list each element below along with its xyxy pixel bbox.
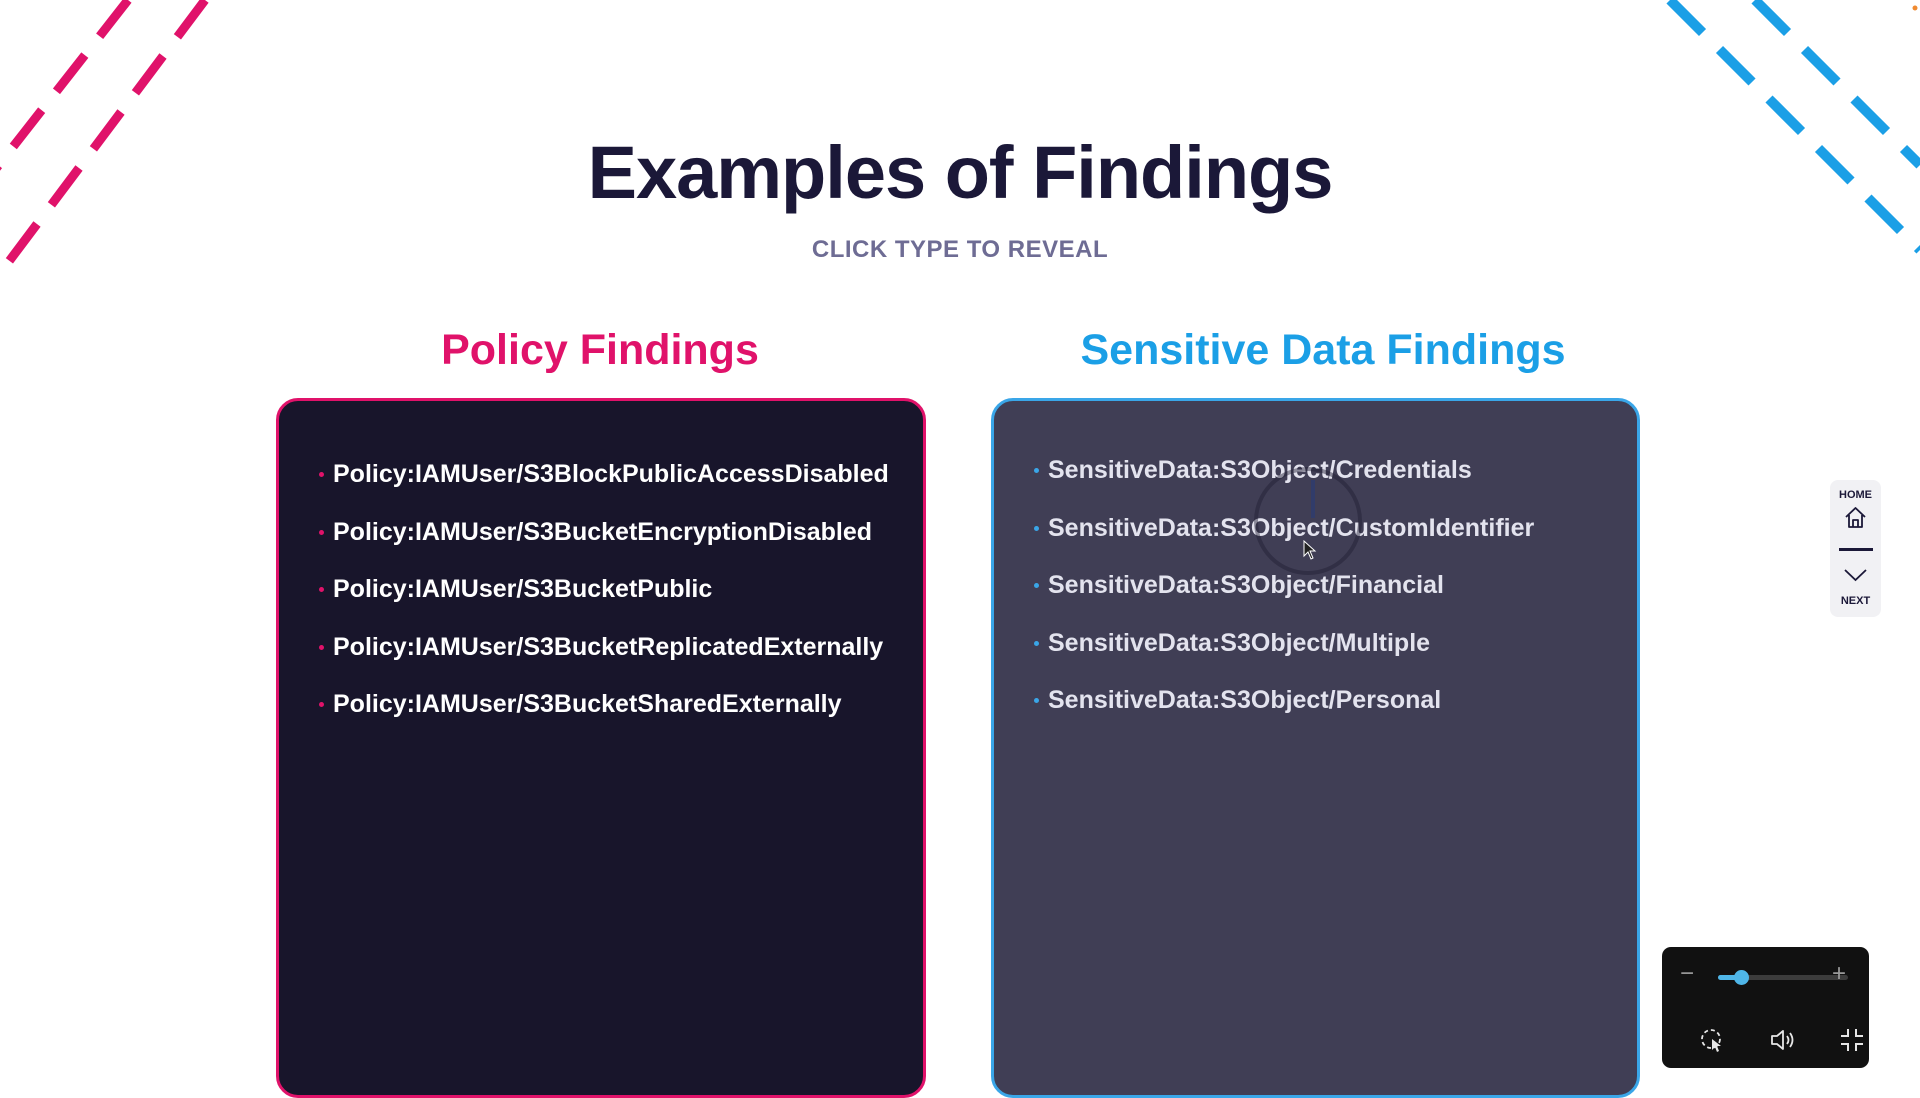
list-item: SensitiveData:S3Object/Credentials xyxy=(1034,455,1637,513)
chevron-down-icon[interactable] xyxy=(1843,565,1868,585)
policy-findings-list: Policy:IAMUser/S3BlockPublicAccessDisabl… xyxy=(319,459,923,747)
finding-label: SensitiveData:S3Object/Personal xyxy=(1048,686,1442,714)
finding-label: SensitiveData:S3Object/Credentials xyxy=(1048,456,1472,484)
sensitive-data-findings-heading[interactable]: Sensitive Data Findings xyxy=(1080,326,1566,374)
home-icon[interactable] xyxy=(1843,505,1868,530)
next-label[interactable]: NEXT xyxy=(1840,595,1871,607)
zoom-slider[interactable] xyxy=(1718,970,1848,985)
finding-label: Policy:IAMUser/S3BucketReplicatedExterna… xyxy=(333,632,884,661)
bullet-icon xyxy=(1034,640,1039,646)
finding-label: SensitiveData:S3Object/Multiple xyxy=(1048,628,1431,657)
finding-label: Policy:IAMUser/S3BucketSharedExternally xyxy=(333,690,842,718)
mouse-cursor-icon xyxy=(1303,540,1317,560)
page-subtitle: CLICK TYPE TO REVEAL xyxy=(811,236,1109,263)
bullet-icon xyxy=(1034,468,1039,473)
bullet-icon xyxy=(319,644,324,650)
bullet-icon xyxy=(319,702,324,707)
bullet-icon xyxy=(319,587,324,592)
bullet-icon xyxy=(1034,698,1039,703)
list-item: Policy:IAMUser/S3BlockPublicAccessDisabl… xyxy=(319,459,923,517)
page-title: Examples of Findings xyxy=(587,131,1334,214)
loading-spinner-tick xyxy=(1311,480,1315,518)
bullet-icon xyxy=(1034,583,1039,588)
finding-label: SensitiveData:S3Object/Financial xyxy=(1048,571,1444,599)
exit-fullscreen-icon[interactable] xyxy=(1837,1025,1867,1055)
home-label[interactable]: HOME xyxy=(1839,489,1872,501)
bullet-icon xyxy=(319,472,324,477)
finding-label: Policy:IAMUser/S3BucketEncryptionDisable… xyxy=(333,517,873,546)
zoom-slider-fill xyxy=(1718,975,1742,980)
finding-label: Policy:IAMUser/S3BucketPublic xyxy=(333,575,713,603)
list-item: Policy:IAMUser/S3BucketReplicatedExterna… xyxy=(319,632,923,690)
list-item: Policy:IAMUser/S3BucketPublic xyxy=(319,574,923,632)
zoom-slider-handle[interactable] xyxy=(1734,970,1750,985)
volume-icon[interactable] xyxy=(1767,1025,1797,1055)
loading-spinner-icon xyxy=(1254,467,1362,575)
policy-findings-card: Policy:IAMUser/S3BlockPublicAccessDisabl… xyxy=(276,398,926,1098)
list-item: SensitiveData:S3Object/Personal xyxy=(1034,685,1637,743)
policy-findings-heading[interactable]: Policy Findings xyxy=(441,326,759,374)
finding-label: Policy:IAMUser/S3BlockPublicAccessDisabl… xyxy=(333,460,889,488)
slide-navigation: HOME NEXT xyxy=(1830,480,1881,617)
list-item: Policy:IAMUser/S3BucketEncryptionDisable… xyxy=(319,517,923,575)
zoom-out-icon[interactable]: − xyxy=(1680,960,1695,987)
list-item: Policy:IAMUser/S3BucketSharedExternally xyxy=(319,689,923,747)
zoom-in-icon[interactable]: + xyxy=(1832,960,1847,987)
player-controls: − + xyxy=(1662,947,1869,1068)
bullet-icon xyxy=(319,529,324,535)
list-item: SensitiveData:S3Object/Financial xyxy=(1034,570,1637,628)
bullet-icon xyxy=(1034,525,1039,531)
list-item: SensitiveData:S3Object/Multiple xyxy=(1034,628,1637,686)
nav-divider xyxy=(1839,548,1873,551)
cursor-highlight-icon[interactable] xyxy=(1697,1025,1727,1055)
